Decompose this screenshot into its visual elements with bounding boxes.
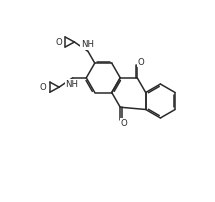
Text: O: O [121, 119, 127, 127]
Text: O: O [138, 58, 144, 66]
Text: O: O [40, 83, 47, 92]
Text: NH: NH [65, 80, 78, 89]
Text: NH: NH [81, 40, 94, 49]
Text: O: O [55, 38, 62, 46]
